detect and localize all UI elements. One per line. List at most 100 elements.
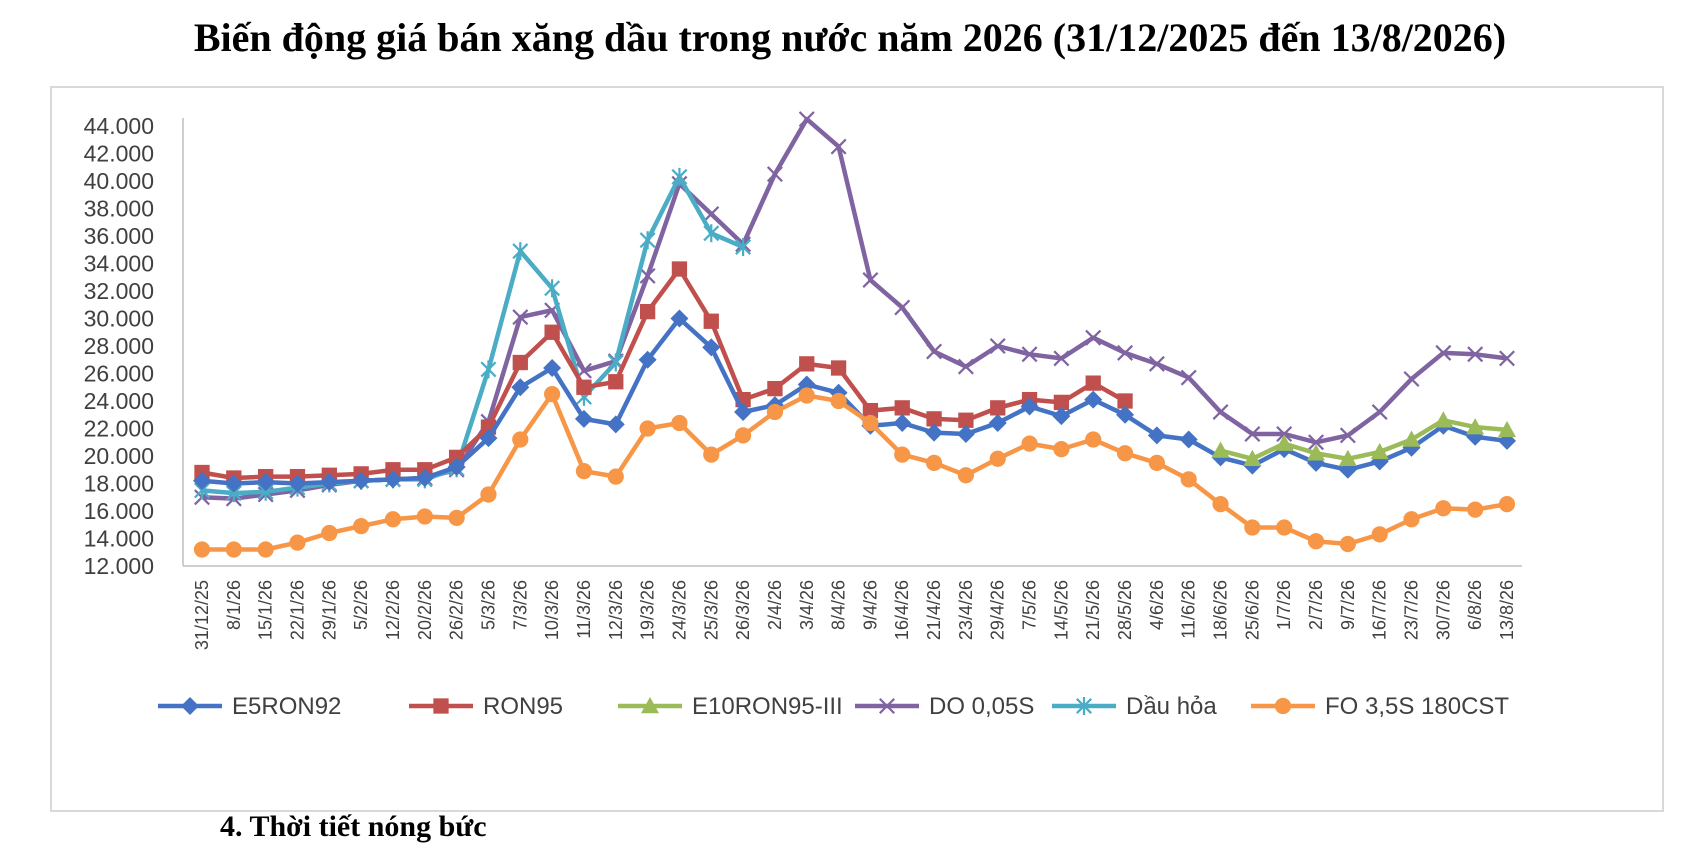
data-point	[1211, 441, 1230, 458]
data-point	[766, 403, 784, 421]
data-point	[576, 379, 592, 395]
data-point	[544, 279, 561, 298]
y-tick-label: 44.000	[84, 113, 154, 139]
x-tick-label: 21/5/26	[1083, 580, 1103, 640]
x-tick-label: 2/4/26	[765, 580, 785, 630]
legend-marker	[879, 698, 895, 714]
x-tick-label: 19/3/26	[638, 580, 658, 640]
data-point	[1053, 350, 1070, 367]
data-point	[257, 541, 274, 558]
data-point	[448, 509, 465, 526]
data-point	[957, 358, 974, 375]
series-e10ron95-iii	[1211, 411, 1516, 466]
x-tick-label: 15/1/26	[256, 580, 276, 640]
x-tick-label: 11/3/26	[574, 580, 594, 639]
data-point	[1466, 418, 1485, 435]
data-point	[671, 167, 688, 186]
y-tick-label: 16.000	[84, 498, 154, 524]
series-line	[1219, 418, 1508, 462]
data-point	[543, 359, 562, 377]
legend-item: DO 0,05S	[855, 693, 1034, 720]
x-tick-label: 16/7/26	[1370, 580, 1390, 640]
data-point	[958, 412, 974, 428]
data-point	[1339, 535, 1356, 553]
y-tick-label: 26.000	[84, 361, 154, 387]
y-tick-label: 28.000	[84, 333, 154, 359]
series-line	[201, 174, 744, 496]
y-tick-label: 24.000	[84, 388, 154, 414]
marker-stroke	[1499, 350, 1515, 367]
x-tick-label: 12/3/26	[606, 580, 626, 640]
y-tick-label: 20.000	[84, 443, 154, 469]
series-fo-3-5s-180cst	[193, 386, 1516, 558]
marker-stroke	[1180, 369, 1197, 386]
x-tick-label: 20/2/26	[415, 580, 435, 640]
legend-label: RON95	[483, 693, 563, 720]
legend-label: DO 0,05S	[929, 693, 1034, 720]
data-point	[734, 403, 753, 421]
data-point	[702, 338, 721, 357]
data-point	[1148, 454, 1165, 471]
data-point	[288, 474, 307, 493]
data-point	[1116, 445, 1134, 462]
data-point	[353, 518, 370, 535]
data-point	[670, 309, 689, 328]
y-tick-label: 36.000	[84, 223, 154, 249]
footer-fragment: 4. Thời tiết nóng bức	[220, 810, 487, 843]
data-point	[512, 242, 529, 261]
data-point	[575, 463, 593, 480]
data-point	[703, 224, 720, 243]
data-point	[225, 541, 242, 558]
marker-stroke	[1053, 350, 1070, 367]
data-point	[638, 350, 657, 369]
x-tick-label: 25/6/26	[1242, 580, 1262, 640]
x-tick-label: 9/4/26	[860, 580, 880, 630]
y-tick-label: 40.000	[84, 168, 154, 194]
data-point	[671, 261, 688, 277]
x-tick-label: 11/6/26	[1179, 580, 1199, 639]
data-point	[1276, 426, 1293, 442]
data-point	[1053, 394, 1070, 411]
data-point	[512, 431, 529, 448]
marker-stroke	[798, 111, 815, 128]
chart-title: Biến động giá bán xăng dầu trong nước nă…	[193, 15, 1507, 60]
marker-stroke	[639, 267, 656, 284]
data-point	[574, 409, 593, 428]
data-point	[416, 508, 433, 525]
data-point	[606, 415, 625, 434]
data-point	[639, 231, 656, 250]
x-tick-label: 4/6/26	[1147, 580, 1167, 630]
x-tick-label: 30/7/26	[1433, 580, 1453, 640]
marker-stroke	[1339, 427, 1356, 444]
x-tick-label: 26/3/26	[733, 580, 753, 640]
legend-marker	[1274, 697, 1292, 715]
x-tick-label: 26/2/26	[447, 580, 467, 640]
x-tick-label: 8/1/26	[224, 580, 244, 630]
data-point	[703, 206, 720, 222]
data-point	[193, 541, 211, 558]
data-point	[1179, 430, 1198, 449]
marker-stroke	[1435, 344, 1452, 361]
data-point	[1339, 427, 1356, 444]
data-point	[511, 378, 530, 397]
data-point	[544, 324, 560, 340]
data-point	[1244, 519, 1261, 536]
data-point	[1402, 430, 1421, 447]
data-point	[1212, 496, 1229, 513]
data-point	[479, 429, 498, 448]
x-tick-label: 22/1/26	[287, 580, 307, 640]
y-tick-label: 18.000	[84, 471, 154, 497]
legend-marker	[1076, 697, 1092, 715]
legend-item: Dầu hỏa	[1052, 693, 1217, 720]
data-point	[1371, 404, 1388, 420]
data-point	[1053, 441, 1070, 458]
marker-stroke	[1371, 404, 1388, 420]
data-point	[830, 138, 847, 155]
data-point	[1403, 511, 1420, 528]
y-tick-label: 12.000	[84, 553, 154, 579]
x-tick-label: 29/1/26	[319, 580, 339, 640]
y-tick-label: 34.000	[84, 251, 154, 277]
data-point	[1499, 350, 1515, 367]
data-point	[1180, 369, 1197, 386]
marker-stroke	[894, 299, 911, 316]
